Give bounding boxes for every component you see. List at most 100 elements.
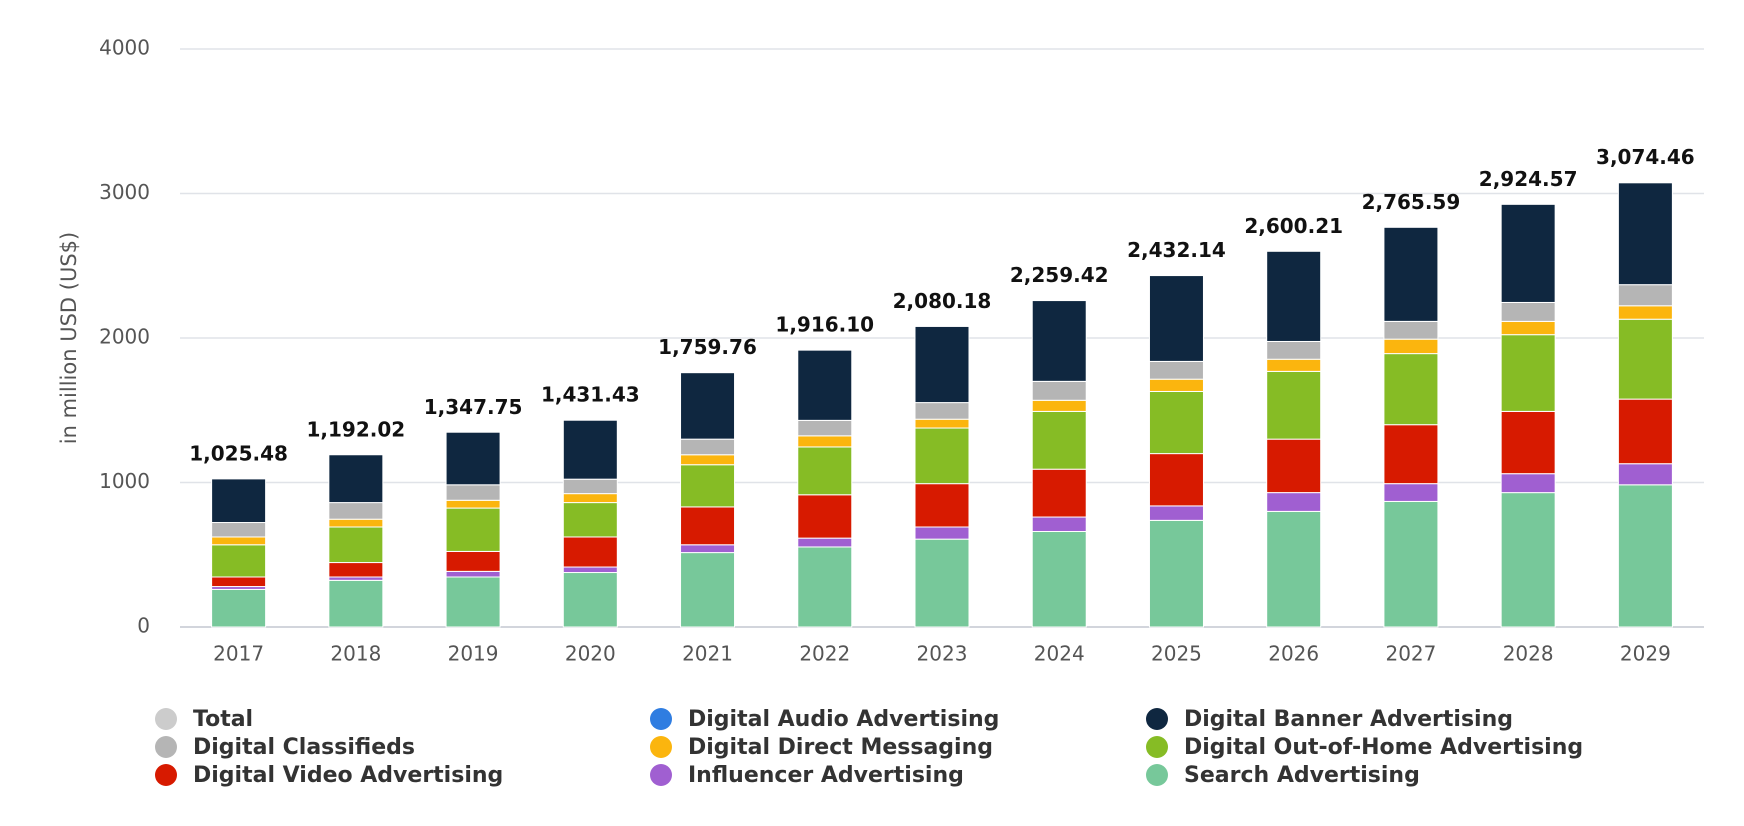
bar-segment [445,484,501,501]
bar-segment [211,478,267,524]
legend-marker [650,764,672,786]
bar-segment [1266,510,1322,628]
bar-segment [1266,492,1322,512]
bar-segment [1148,519,1204,628]
total-label: 3,074.46 [1596,145,1695,169]
legend-label[interactable]: Digital Video Advertising [193,763,503,788]
y-tick-label: 1000 [99,469,150,493]
bar-segment [1148,453,1204,507]
bar-segment [680,454,736,466]
bar-segment [1266,250,1322,342]
x-tick-label: 2017 [213,642,264,666]
bar-segment [797,349,853,421]
bar-segment [1383,320,1439,340]
bar-segment [211,536,267,546]
bar-segment [914,483,970,528]
bar-segment [1383,483,1439,502]
bar-segment [1383,226,1439,322]
bar-segment [1031,530,1087,628]
bar-segment [797,494,853,539]
x-tick-label: 2023 [917,642,968,666]
y-tick-label: 0 [137,614,150,638]
bar-segment [680,438,736,456]
bar-segment [445,550,501,572]
total-label: 2,080.18 [893,289,992,313]
bar-segment [797,446,853,496]
bar-segment [797,435,853,448]
legend-marker [155,764,177,786]
bar-segment [1148,360,1204,380]
bar-segment [914,402,970,420]
bar-segment [680,552,736,628]
bar-segment [680,506,736,546]
bar-segment [562,493,618,504]
bar-segment [1500,320,1556,336]
bar-segment [680,464,736,508]
bar-segment [562,536,618,568]
bar-segment [1500,492,1556,628]
bar-segment [914,526,970,540]
bar-segment [1031,300,1087,382]
bar-segment [797,537,853,548]
legend-label[interactable]: Total [193,707,253,732]
bar-segment [1031,468,1087,518]
bar-segment [1266,340,1322,360]
total-label: 1,431.43 [541,383,640,407]
bar-segment [797,419,853,437]
total-label: 2,765.59 [1362,190,1461,214]
y-tick-label: 4000 [99,36,150,60]
x-tick-label: 2029 [1620,642,1671,666]
x-tick-label: 2028 [1503,642,1554,666]
x-tick-label: 2020 [565,642,616,666]
bar-segment [328,562,384,578]
y-tick-label: 3000 [99,180,150,204]
bar-segment [1617,398,1673,465]
total-label: 1,347.75 [424,395,523,419]
bar-segment [211,522,267,538]
legend-marker [650,708,672,730]
bar-segment [914,427,970,485]
bar-segment [914,325,970,404]
bar-segment [328,502,384,520]
bar-segment [1266,358,1322,372]
bar-segment [914,538,970,628]
x-tick-label: 2024 [1034,642,1085,666]
bar-segment [328,518,384,528]
total-label: 1,192.02 [306,417,405,441]
bar-segment [562,502,618,538]
bar-segment [1617,484,1673,628]
legend-marker [155,736,177,758]
legend-label[interactable]: Search Advertising [1184,763,1420,788]
bar-segment [1383,353,1439,426]
legend-label[interactable]: Digital Classifieds [193,735,415,760]
legend-label[interactable]: Digital Banner Advertising [1184,707,1513,732]
y-tick-label: 2000 [99,325,150,349]
total-label: 2,259.42 [1010,263,1109,287]
legend-label[interactable]: Digital Direct Messaging [688,735,993,760]
total-label: 1,916.10 [775,313,874,337]
legend-marker [650,736,672,758]
legend-label[interactable]: Digital Out-of-Home Advertising [1184,735,1583,760]
bar-segment [1031,380,1087,401]
bar-segment [1383,424,1439,485]
x-tick-label: 2018 [330,642,381,666]
bar-segment [1500,334,1556,412]
bar-segment [1148,390,1204,455]
x-tick-label: 2019 [448,642,499,666]
bar-segment [1617,463,1673,486]
bar-segment [1500,473,1556,494]
legend-label[interactable]: Digital Audio Advertising [688,707,999,732]
bar-segment [680,372,736,440]
legend-label[interactable]: Influencer Advertising [688,763,964,788]
bar-segment [1500,301,1556,322]
bar-segment [1617,182,1673,286]
bar-segment [1148,378,1204,392]
bar-segment [914,418,970,429]
bar-segment [1617,305,1673,320]
bar-segment [1031,399,1087,412]
x-tick-label: 2027 [1385,642,1436,666]
total-label: 1,025.48 [189,441,288,465]
legend-marker [155,708,177,730]
bar-segment [1383,338,1439,355]
bar-segment [445,431,501,486]
